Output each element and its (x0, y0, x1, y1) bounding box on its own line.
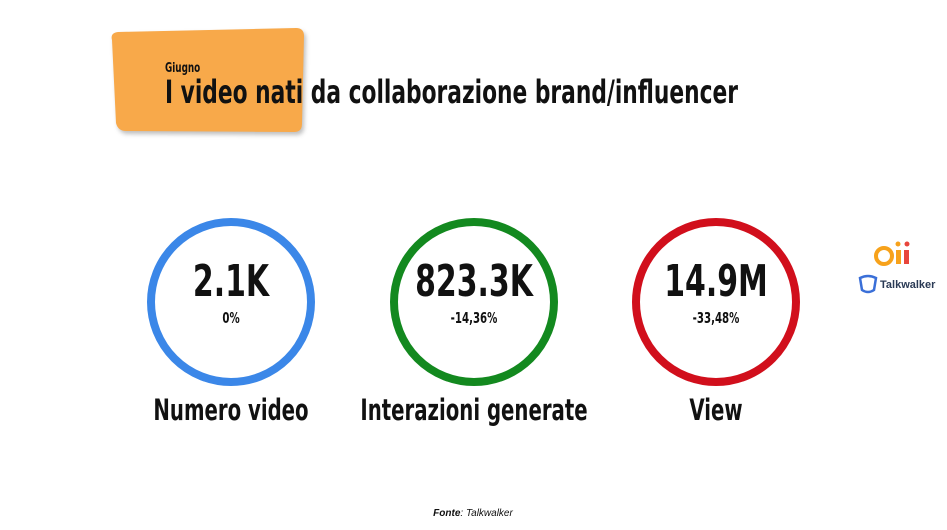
kpi-change-group: -33,48% (693, 310, 740, 328)
kpi-change: -14,36% (451, 310, 498, 328)
title-group: I video nati da collaborazione brand/inf… (165, 75, 738, 111)
kpi-change-group: 0% (222, 310, 239, 328)
talkwalker-logo: Talkwalker (880, 279, 936, 291)
kpi-ring (632, 218, 800, 386)
kpi-value-group: 14.9M (664, 255, 768, 306)
kpi-value-group: 2.1K (193, 255, 271, 306)
kpi-value-group: 823.3K (415, 255, 534, 306)
kpi-ring (147, 218, 315, 386)
source-text: : Talkwalker (460, 508, 513, 519)
kpi-value: 14.9M (664, 255, 768, 306)
kpi-change-group: -14,36% (451, 310, 498, 328)
kpi-value: 2.1K (193, 255, 271, 306)
kpi-ring (390, 218, 558, 386)
kpi-label: Interazioni generate (360, 393, 587, 427)
oii-logo (874, 241, 910, 266)
kicker: Giugno (165, 60, 201, 75)
kpi-label: Numero video (153, 393, 308, 427)
source-label: Fonte (433, 508, 461, 519)
kpi-value: 823.3K (415, 255, 534, 306)
talkwalker-icon (858, 274, 878, 294)
kpi-change: -33,48% (693, 310, 740, 328)
title: I video nati da collaborazione brand/inf… (165, 75, 738, 111)
kpi-change: 0% (222, 310, 239, 328)
kpi-label-group: View (689, 393, 742, 427)
kpi-label-group: Interazioni generate (360, 393, 587, 427)
header-badge (111, 28, 304, 132)
source: Fonte: Talkwalker (433, 508, 513, 519)
kpi-label-group: Numero video (153, 393, 308, 427)
kicker-group: Giugno (165, 60, 201, 75)
kpi-label: View (689, 393, 742, 427)
